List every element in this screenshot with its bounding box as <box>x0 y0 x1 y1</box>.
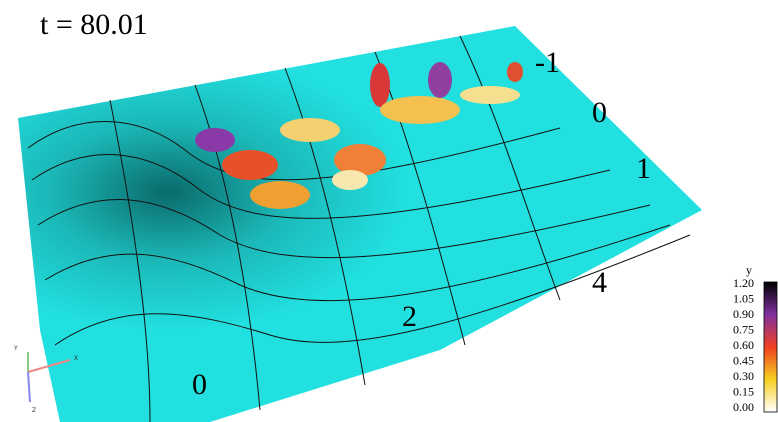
colorbar-tick-label: 0.75 <box>733 323 754 337</box>
colorbar-tick-label: 0.00 <box>733 400 754 414</box>
colorbar-tick-label: 0.90 <box>733 307 754 321</box>
vortex <box>380 96 460 124</box>
lateral-label: -1 <box>535 46 560 79</box>
vortex <box>280 118 340 142</box>
visualization: t = 80.01 -1 0 1 0 2 4 Y X Z y 1.201.050… <box>0 0 778 422</box>
colorbar-tick-label: 0.60 <box>733 338 754 352</box>
colorbar-tick-label: 1.05 <box>733 292 754 306</box>
vortex <box>250 181 310 209</box>
streamwise-label: 2 <box>402 300 417 333</box>
surface <box>18 26 702 422</box>
colorbar-scale <box>764 282 777 412</box>
colorbar-tick-label: 0.30 <box>733 369 754 383</box>
colorbar-tick-label: 1.20 <box>733 276 754 290</box>
colorbar: y 1.20 1.050.90 0.750.60 0.450.30 0.150.00 <box>733 263 777 414</box>
vortex <box>370 63 390 107</box>
vortex <box>428 62 452 98</box>
vortex <box>332 170 368 190</box>
colorbar-ticks: 1.20 1.050.90 0.750.60 0.450.30 0.150.00 <box>733 276 754 414</box>
colorbar-title: y <box>746 263 752 277</box>
colorbar-tick-label: 0.15 <box>733 385 754 399</box>
title: t = 80.01 <box>40 8 148 41</box>
streamwise-label: 0 <box>192 368 207 401</box>
streamwise-label: 4 <box>592 266 607 299</box>
triad-label: X <box>74 355 78 362</box>
vortex <box>222 150 278 180</box>
vortex <box>460 86 520 104</box>
triad-label: Z <box>32 407 36 414</box>
triad-axis <box>28 372 30 402</box>
triad-label: Y <box>13 345 18 352</box>
vortex <box>195 128 235 152</box>
colorbar-tick-label: 0.45 <box>733 354 754 368</box>
lateral-label: 0 <box>592 96 607 129</box>
lateral-label: 1 <box>636 152 651 185</box>
vortex <box>507 62 523 82</box>
